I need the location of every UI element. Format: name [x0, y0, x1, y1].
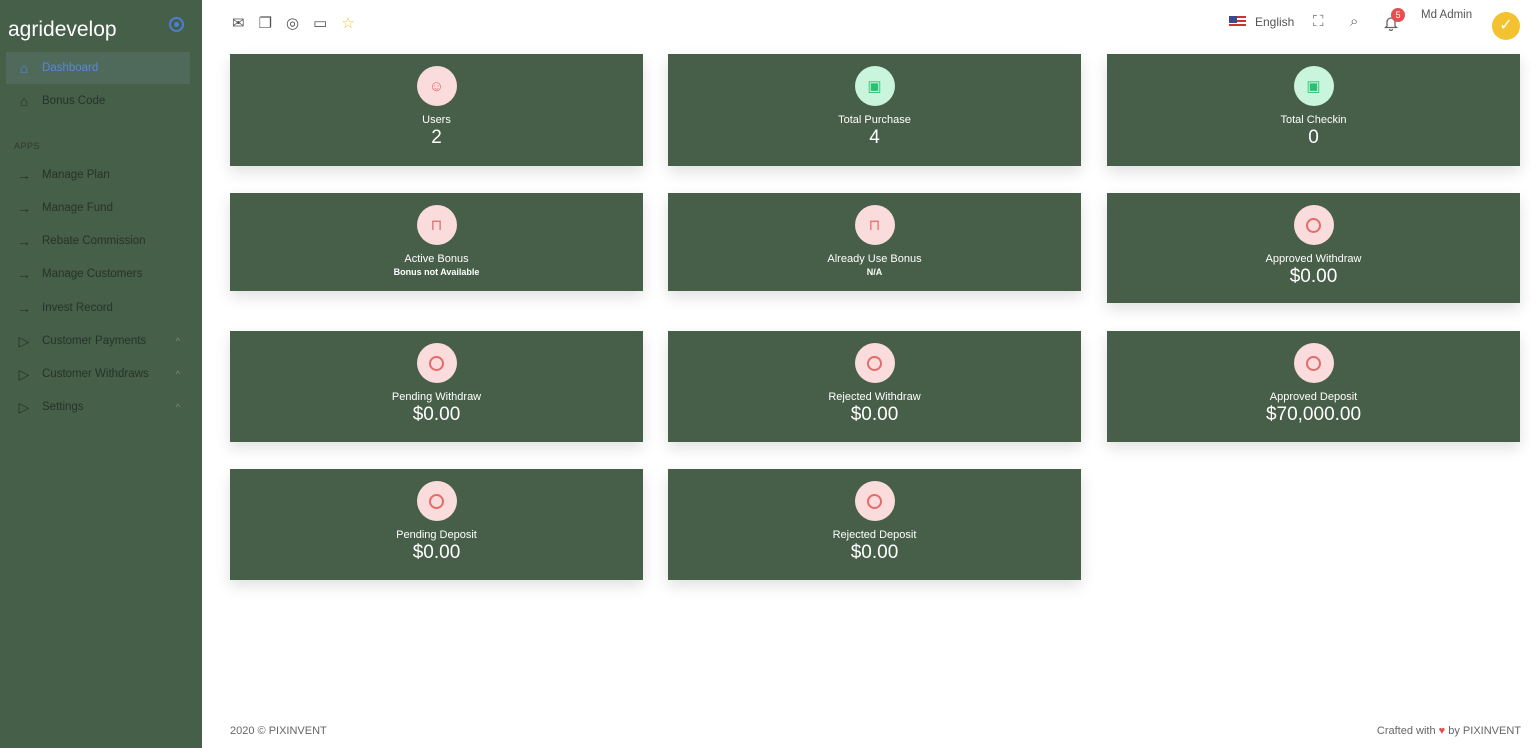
card-label: Rejected Withdraw [828, 391, 921, 403]
user-icon: ☺ [416, 66, 457, 106]
card-value: $0.00 [850, 542, 899, 563]
brand-logo[interactable]: agridevelop [8, 18, 117, 41]
sidebar-item-label: Rebate Commission [42, 235, 146, 247]
avatar[interactable]: ✓ [1492, 12, 1520, 40]
circle-icon [854, 481, 895, 521]
play-icon: ▷ [18, 365, 30, 382]
chevron-up-icon: ^ [175, 369, 180, 379]
notification-badge: 5 [1391, 8, 1405, 22]
play-icon: ▷ [18, 398, 30, 415]
sidebar-item-customer-payments[interactable]: ▷ Customer Payments ^ [6, 325, 190, 357]
sidebar-item-manage-plan[interactable]: → Manage Plan [6, 159, 190, 191]
home-icon: ⌂ [19, 93, 29, 109]
sidebar-item-label: Customer Payments [42, 335, 147, 347]
check-circle-icon[interactable]: ◎ [286, 15, 300, 32]
arrow-right-icon: → [17, 200, 31, 216]
sidebar-item-label: Invest Record [42, 302, 113, 314]
sidebar-item-bonus-code[interactable]: ⌂ Bonus Code [6, 85, 190, 117]
chevron-up-icon: ^ [175, 402, 180, 412]
card-label: Users [422, 114, 451, 126]
home-icon: ⌂ [19, 60, 29, 76]
mail-icon[interactable]: ✉ [232, 15, 245, 32]
play-icon: ▷ [18, 332, 30, 349]
sidebar-item-dashboard[interactable]: ⌂ Dashboard [6, 52, 190, 84]
card-label: Approved Withdraw [1265, 253, 1362, 265]
arrow-right-icon: → [17, 233, 31, 249]
search-icon[interactable]: ⌕ [1350, 13, 1359, 30]
footer-credit: Crafted with ♥ by PIXINVENT [1377, 725, 1521, 737]
card-pending-withdraw: Pending Withdraw $0.00 [230, 331, 643, 442]
card-value: $0.00 [412, 404, 461, 425]
sidebar: agridevelop ⌂ Dashboard ⌂ Bonus Code APPS … [0, 0, 202, 748]
card-users: ☺ Users 2 [230, 54, 643, 166]
arrow-right-icon: → [17, 266, 31, 282]
card-value: $70,000.00 [1265, 404, 1362, 425]
card-label: Total Purchase [838, 114, 911, 126]
card-label: Already Use Bonus [827, 253, 922, 265]
chevron-up-icon: ^ [175, 336, 180, 346]
sidebar-item-label: Bonus Code [42, 95, 106, 107]
card-label: Pending Deposit [396, 529, 477, 541]
language-selector[interactable]: English [1255, 15, 1295, 29]
sidebar-item-settings[interactable]: ▷ Settings ^ [6, 391, 190, 423]
card-total-checkin: ▣ Total Checkin 0 [1107, 54, 1520, 166]
card-value: $0.00 [412, 542, 461, 563]
sidebar-item-label: Manage Plan [42, 169, 110, 181]
fullscreen-icon[interactable]: ⛶ [1313, 13, 1324, 30]
card-approved-deposit: Approved Deposit $70,000.00 [1107, 331, 1520, 442]
footer-credit-suffix: by PIXINVENT [1448, 725, 1521, 737]
card-label: Pending Withdraw [391, 391, 482, 403]
calendar-icon[interactable]: ▭ [313, 15, 328, 32]
card-pending-deposit: Pending Deposit $0.00 [230, 469, 643, 580]
card-value: 4 [869, 127, 880, 148]
briefcase-icon: ▣ [854, 66, 895, 106]
sidebar-item-label: Manage Customers [42, 268, 143, 280]
card-already-use-bonus: ⊓ Already Use Bonus N/A [668, 193, 1081, 291]
circle-icon [1293, 343, 1334, 383]
quick-links: ✉ ❐ ◎ ▭ ☆ [232, 14, 355, 32]
card-subtext: N/A [866, 267, 883, 277]
user-name[interactable]: Md Admin [1421, 9, 1473, 21]
us-flag-icon[interactable] [1229, 16, 1246, 28]
briefcase-icon: ▣ [1293, 66, 1334, 106]
card-rejected-withdraw: Rejected Withdraw $0.00 [668, 331, 1081, 442]
card-rejected-deposit: Rejected Deposit $0.00 [668, 469, 1081, 580]
circle-icon [1293, 205, 1334, 245]
circle-icon [416, 343, 457, 383]
arrow-right-icon: → [17, 167, 31, 183]
card-total-purchase: ▣ Total Purchase 4 [668, 54, 1081, 166]
circle-icon [416, 481, 457, 521]
card-active-bonus: ⊓ Active Bonus Bonus not Available [230, 193, 643, 291]
sidebar-item-customer-withdraws[interactable]: ▷ Customer Withdraws ^ [6, 358, 190, 390]
card-label: Rejected Deposit [832, 529, 917, 541]
sidebar-item-label: Customer Withdraws [42, 368, 149, 380]
sidebar-item-rebate-commission[interactable]: → Rebate Commission [6, 225, 190, 257]
star-icon[interactable]: ☆ [341, 15, 355, 32]
chat-icon[interactable]: ❐ [258, 15, 273, 32]
card-approved-withdraw: Approved Withdraw $0.00 [1107, 193, 1520, 303]
card-subtext: Bonus not Available [393, 267, 480, 277]
section-label: APPS [14, 141, 41, 151]
sidebar-item-manage-fund[interactable]: → Manage Fund [6, 192, 190, 224]
arrow-right-icon: → [17, 300, 31, 316]
card-label: Active Bonus [404, 253, 469, 265]
sidebar-item-label: Manage Fund [42, 202, 113, 214]
card-value: $0.00 [850, 404, 899, 425]
sidebar-item-label: Settings [42, 401, 84, 413]
sidebar-item-invest-record[interactable]: → Invest Record [6, 292, 190, 324]
card-label: Approved Deposit [1269, 391, 1358, 403]
heart-icon: ♥ [1438, 725, 1446, 737]
sidebar-item-label: Dashboard [42, 62, 99, 74]
footer-credit-prefix: Crafted with [1376, 725, 1436, 737]
sidebar-item-manage-customers[interactable]: → Manage Customers [6, 258, 190, 290]
circle-icon [854, 343, 895, 383]
card-value: $0.00 [1289, 266, 1338, 287]
sidebar-toggle-icon[interactable] [169, 17, 184, 32]
shopping-bag-icon: ⊓ [416, 205, 457, 245]
card-value: 0 [1308, 127, 1319, 148]
card-value: 2 [431, 127, 442, 148]
card-label: Total Checkin [1280, 114, 1347, 126]
shopping-bag-icon: ⊓ [854, 205, 895, 245]
footer-copyright: 2020 © PIXINVENT [230, 725, 327, 737]
